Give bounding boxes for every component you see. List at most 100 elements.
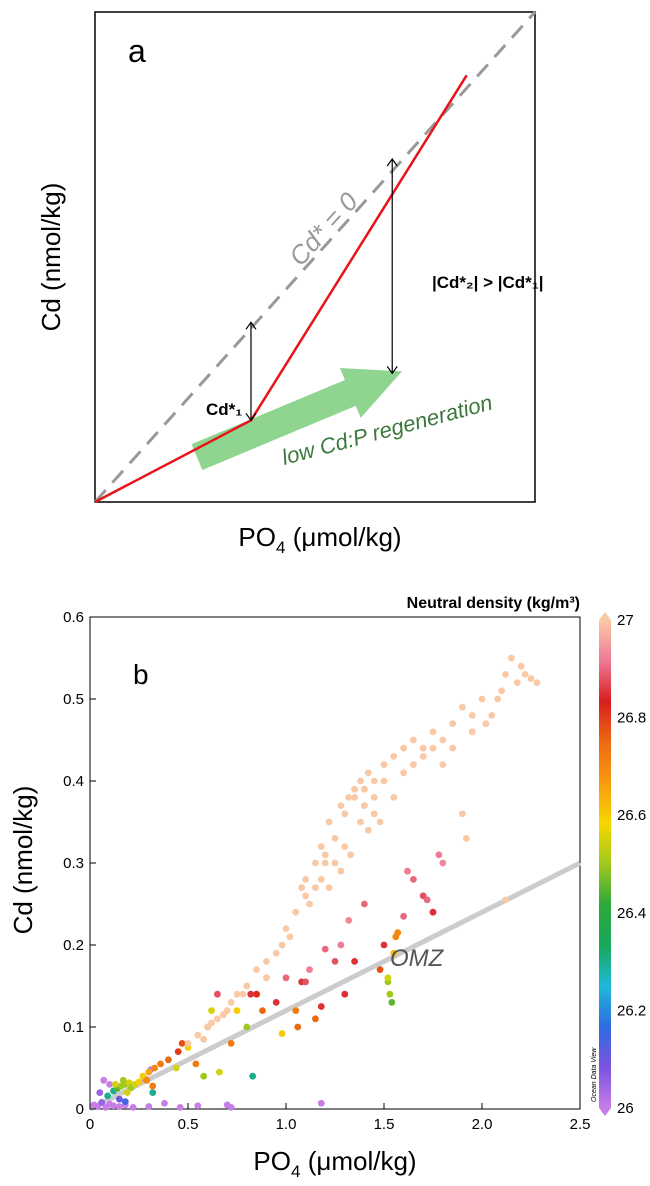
data-point (161, 1099, 168, 1107)
data-point (184, 1040, 192, 1047)
data-point (337, 802, 345, 809)
data-point (376, 966, 384, 973)
data-point (302, 892, 309, 900)
data-point (533, 679, 541, 686)
panel-a-marks (93, 10, 537, 504)
data-point (357, 818, 364, 826)
dashed-reference-line (93, 10, 537, 504)
data-point (306, 966, 313, 973)
omz-annotation: OMZ (390, 945, 445, 972)
data-point (331, 958, 339, 965)
x-tick-label: 0 (86, 1116, 94, 1133)
data-point (194, 1031, 202, 1039)
panel-a: a Cd* = 0 Cd*₁ |Cd*₂| > |Cd*₁| low Cd:P … (36, 10, 544, 557)
data-point (278, 1030, 286, 1037)
panel-b-points (90, 654, 541, 1111)
panel-b-ticks: 0 0.5 1.0 1.5 2.0 2.5 0 0.1 0.2 0.3 0.4 0.5 0.6 (63, 609, 590, 1133)
data-point (337, 867, 345, 875)
data-point (380, 761, 388, 768)
colorbar-tick-label: 27 (617, 612, 634, 629)
data-point (361, 785, 368, 793)
data-point (214, 990, 221, 998)
data-point (194, 1102, 202, 1110)
data-point (410, 736, 417, 744)
cd-star-2-arrow-head-top (386, 157, 398, 167)
data-point (227, 999, 235, 1006)
data-point (494, 695, 502, 703)
data-point (341, 810, 349, 818)
data-point (227, 1040, 235, 1047)
data-point (135, 1078, 143, 1086)
data-point (112, 1081, 119, 1088)
colorbar-credit: Ocean Data View (591, 1047, 598, 1102)
data-point (116, 1095, 123, 1103)
data-point (253, 990, 260, 998)
data-point (165, 1056, 172, 1064)
data-point (233, 1007, 241, 1014)
data-point (174, 1048, 182, 1055)
data-point (357, 777, 364, 785)
data-point (462, 835, 470, 842)
panel-a-x-axis-title-unit: (μmol/kg) (285, 522, 401, 552)
data-point (345, 794, 353, 801)
colorbar-title: Neutral density (kg/m³) (407, 595, 580, 612)
data-point (286, 933, 294, 941)
data-point (227, 1103, 235, 1111)
panel-b-x-axis-title: PO4 (μmol/kg) (253, 1146, 416, 1181)
data-point (143, 1076, 151, 1084)
data-point (390, 794, 398, 801)
data-point (423, 896, 431, 904)
y-tick-label: 0.2 (63, 937, 84, 954)
cd-star-1-arrow (245, 321, 257, 422)
data-point (459, 810, 466, 818)
data-point (157, 1060, 164, 1068)
y-tick-label: 0.6 (63, 609, 84, 626)
data-point (429, 908, 437, 916)
data-point (390, 949, 398, 957)
data-point (116, 1103, 123, 1110)
colorbar-tick-label: 26 (617, 1100, 634, 1117)
data-point (272, 999, 280, 1006)
data-point (110, 1102, 117, 1110)
data-point (341, 990, 349, 998)
data-point (404, 867, 411, 875)
data-point (272, 949, 280, 957)
colorbar-cap-top (599, 612, 611, 620)
data-point (459, 703, 466, 711)
colorbar: 26 26.2 26.4 26.6 26.8 27 (599, 612, 646, 1117)
data-point (96, 1089, 104, 1096)
data-point (200, 1035, 208, 1043)
data-point (176, 1103, 184, 1111)
data-point (253, 966, 260, 973)
data-point (380, 777, 388, 785)
data-point (345, 917, 353, 924)
data-point (341, 843, 349, 850)
data-point (243, 1023, 251, 1031)
data-point (129, 1103, 137, 1111)
data-point (317, 876, 325, 883)
data-point (239, 990, 247, 998)
panel-a-x-axis-title-main: PO (238, 522, 276, 552)
panel-a-label: a (128, 33, 146, 69)
data-point (482, 720, 490, 727)
data-point (337, 941, 345, 949)
data-point (351, 794, 358, 801)
regeneration-arrow (191, 368, 402, 470)
data-point (292, 1007, 300, 1014)
data-point (249, 1072, 257, 1080)
data-point (439, 736, 447, 744)
data-point (208, 1007, 215, 1014)
x-tick-label: 0.5 (178, 1116, 199, 1133)
y-tick-label: 0.1 (63, 1019, 84, 1036)
data-point (119, 1076, 127, 1084)
panel-a-x-axis-title: PO4 (μmol/kg) (238, 522, 401, 557)
reference-line (88, 860, 582, 1112)
data-point (410, 761, 417, 768)
data-point (219, 1011, 227, 1019)
data-point (364, 769, 372, 777)
panel-b-reference-line-group (88, 860, 582, 1112)
data-point (278, 941, 286, 949)
panel-a-frame (94, 11, 536, 503)
y-tick-label: 0.4 (63, 773, 84, 790)
data-point (317, 1003, 325, 1010)
